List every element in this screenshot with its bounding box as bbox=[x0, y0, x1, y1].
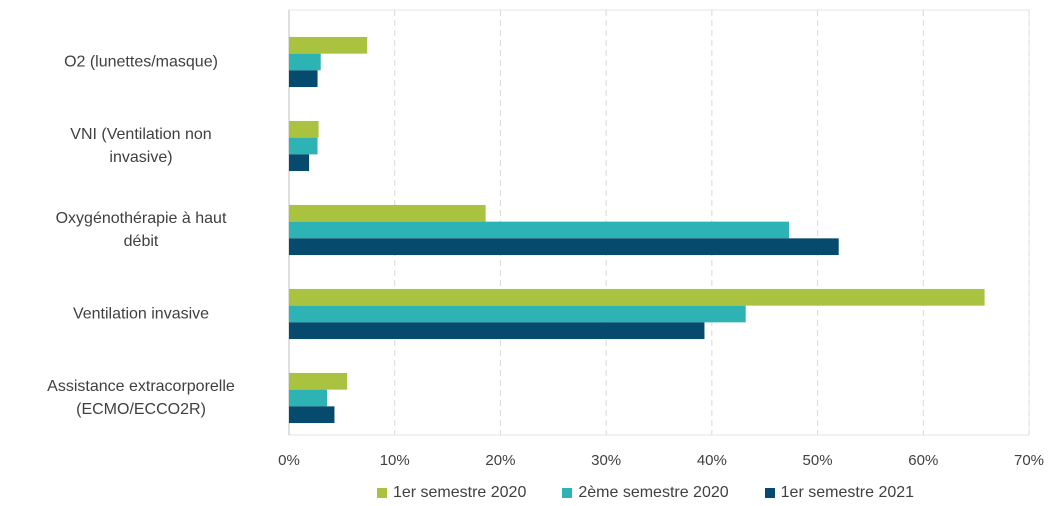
category-label: VNI (Ventilation non invasive) bbox=[70, 126, 212, 166]
x-tick-label: 40% bbox=[697, 452, 727, 469]
bar bbox=[289, 204, 486, 222]
legend-swatch bbox=[764, 488, 775, 498]
bar bbox=[289, 53, 321, 71]
bar bbox=[289, 322, 705, 340]
bar bbox=[289, 154, 310, 172]
bar bbox=[289, 238, 839, 256]
bar bbox=[289, 305, 746, 323]
x-tick-label: 10% bbox=[380, 452, 410, 469]
legend-label: 1er semestre 2020 bbox=[392, 484, 527, 501]
category-label: Ventilation invasive bbox=[72, 305, 210, 323]
x-tick-label: 50% bbox=[803, 452, 833, 469]
legend-swatch bbox=[562, 488, 573, 498]
bar bbox=[289, 221, 790, 239]
bar bbox=[289, 389, 328, 407]
legend-item: 1er semestre 2021 bbox=[764, 484, 915, 502]
legend-label: 1er semestre 2021 bbox=[780, 484, 915, 501]
bar bbox=[289, 70, 318, 88]
category-label: Assistance extracorporelle (ECMO/ECCO2R) bbox=[47, 378, 235, 418]
category-label: O2 (lunettes/masque) bbox=[64, 53, 218, 71]
legend-item: 1er semestre 2020 bbox=[376, 484, 527, 502]
bar bbox=[289, 120, 319, 138]
bar bbox=[289, 137, 318, 155]
bar bbox=[289, 288, 985, 306]
bar bbox=[289, 36, 368, 54]
x-tick-label: 30% bbox=[591, 452, 621, 469]
category-label: Oxygénothérapie à haut débit bbox=[55, 210, 227, 250]
x-tick-label: 70% bbox=[1014, 452, 1044, 469]
x-tick-label: 60% bbox=[908, 452, 938, 469]
legend-label: 2ème semestre 2020 bbox=[578, 484, 729, 501]
x-tick-label: 0% bbox=[278, 452, 300, 469]
x-tick-label: 20% bbox=[485, 452, 515, 469]
bar bbox=[289, 406, 335, 424]
bar bbox=[289, 372, 348, 390]
legend-item: 2ème semestre 2020 bbox=[562, 484, 729, 502]
legend: 1er semestre 2020 2ème semestre 2020 1er s… bbox=[0, 484, 1051, 502]
legend-swatch bbox=[376, 488, 387, 498]
